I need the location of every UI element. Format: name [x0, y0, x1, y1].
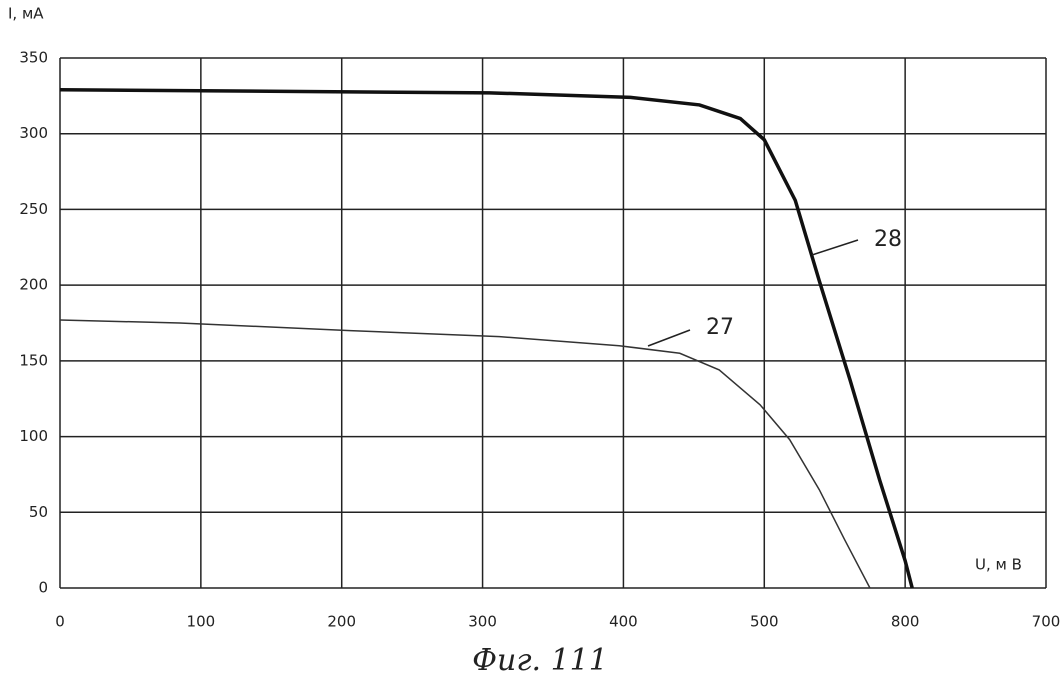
y-tick-label: 250 [19, 200, 48, 218]
x-tick-label: 200 [327, 613, 356, 631]
y-tick-label: 100 [19, 427, 48, 445]
x-tick-label: 300 [468, 613, 497, 631]
x-tick-label: 500 [750, 613, 779, 631]
x-tick-label: 700 [1032, 613, 1061, 631]
y-axis-label: I, мA [8, 5, 44, 23]
caption: Фиг. 111 [472, 643, 608, 678]
y-tick-label: 200 [19, 276, 48, 294]
y-tick-label: 300 [19, 124, 48, 142]
chart: I, мA U, м В Фиг. 111 0 50 100 150 200 250 300… [0, 0, 1062, 680]
line-series [60, 90, 912, 588]
y-tick-label: 0 [38, 579, 48, 597]
y-tick-label: 350 [19, 49, 48, 67]
y-tick-label: 50 [29, 503, 48, 521]
x-axis-label: U, м В [975, 556, 1022, 574]
x-tick-label: 800 [891, 613, 920, 631]
series-label: 28 [874, 227, 902, 252]
x-tick-label: 100 [187, 613, 216, 631]
leader-line [648, 330, 690, 346]
leader-line [812, 240, 858, 255]
y-tick-label: 150 [19, 351, 48, 369]
series-label: 27 [706, 315, 734, 340]
x-tick-label: 0 [55, 613, 65, 631]
x-tick-label: 400 [609, 613, 638, 631]
